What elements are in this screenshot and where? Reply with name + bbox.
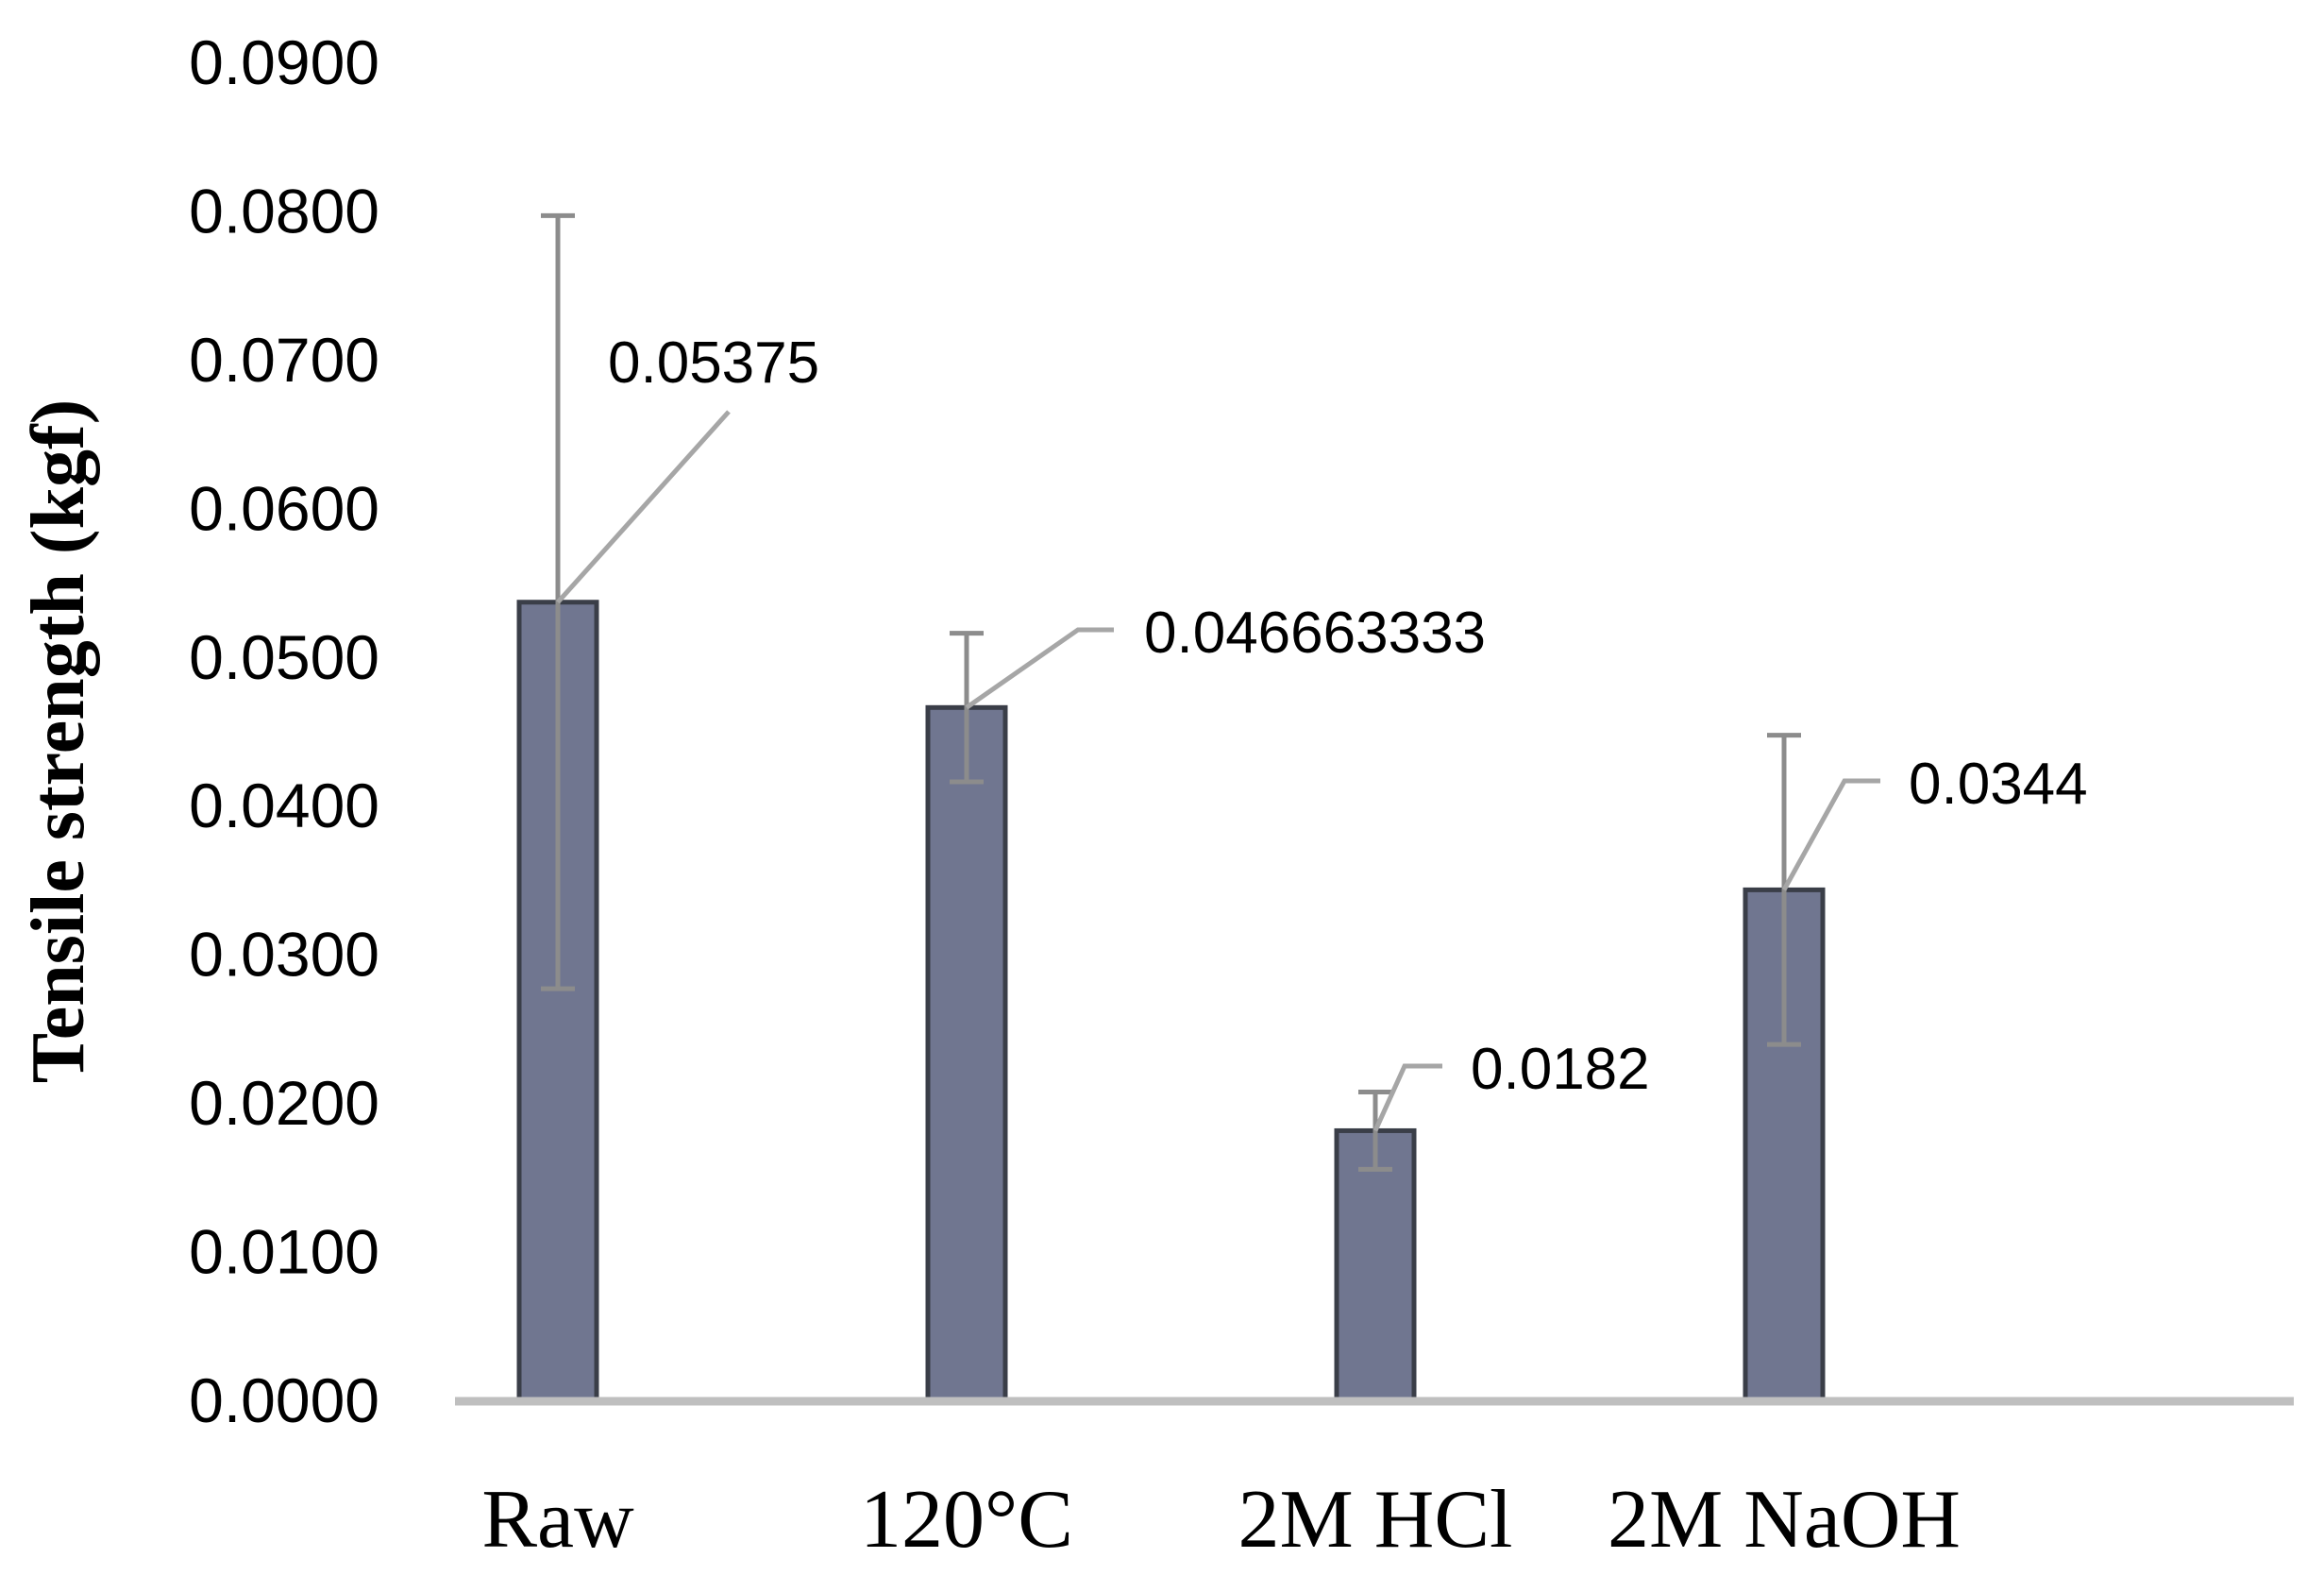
x-category-label: 2M HCl: [1238, 1474, 1513, 1566]
x-axis-categories: Raw 120°C 2M HCl 2M NaOH: [481, 1474, 1961, 1566]
data-label-leaders: [556, 410, 1880, 1132]
x-category-label: 120°C: [860, 1474, 1073, 1566]
y-tick-label: 0.0400: [189, 771, 379, 840]
data-label: 0.0182: [1471, 1037, 1650, 1102]
bars: [516, 600, 1826, 1404]
y-tick-label: 0.0200: [189, 1068, 379, 1138]
y-axis-title: Tensile strength (kgf): [17, 399, 100, 1084]
y-tick-label: 0.0600: [189, 473, 379, 543]
data-label-leader-line: [1781, 778, 1880, 891]
data-labels: 0.05375 0.046663333 0.0182 0.0344: [608, 330, 2088, 1102]
bar: [925, 704, 1008, 1404]
x-category-label: Raw: [481, 1474, 634, 1566]
y-tick-label: 0.0300: [189, 920, 379, 990]
y-tick-label: 0.0100: [189, 1217, 379, 1287]
y-tick-label: 0.0800: [189, 176, 379, 246]
data-label: 0.046663333: [1144, 601, 1486, 666]
y-tick-label: 0.0000: [189, 1365, 379, 1435]
data-label-leader-line: [965, 627, 1114, 710]
data-label-leader-line: [1373, 1063, 1442, 1132]
y-tick-label: 0.0700: [189, 325, 379, 395]
y-axis-ticks: 0.0000 0.0100 0.0200 0.0300 0.0400 0.0500 0.06…: [189, 27, 379, 1435]
data-label-leader-line: [556, 410, 731, 604]
y-tick-label: 0.0500: [189, 622, 379, 692]
data-label: 0.0344: [1909, 752, 2088, 817]
y-tick-label: 0.0900: [189, 27, 379, 97]
data-label: 0.05375: [608, 330, 819, 396]
x-category-label: 2M NaOH: [1608, 1474, 1961, 1566]
